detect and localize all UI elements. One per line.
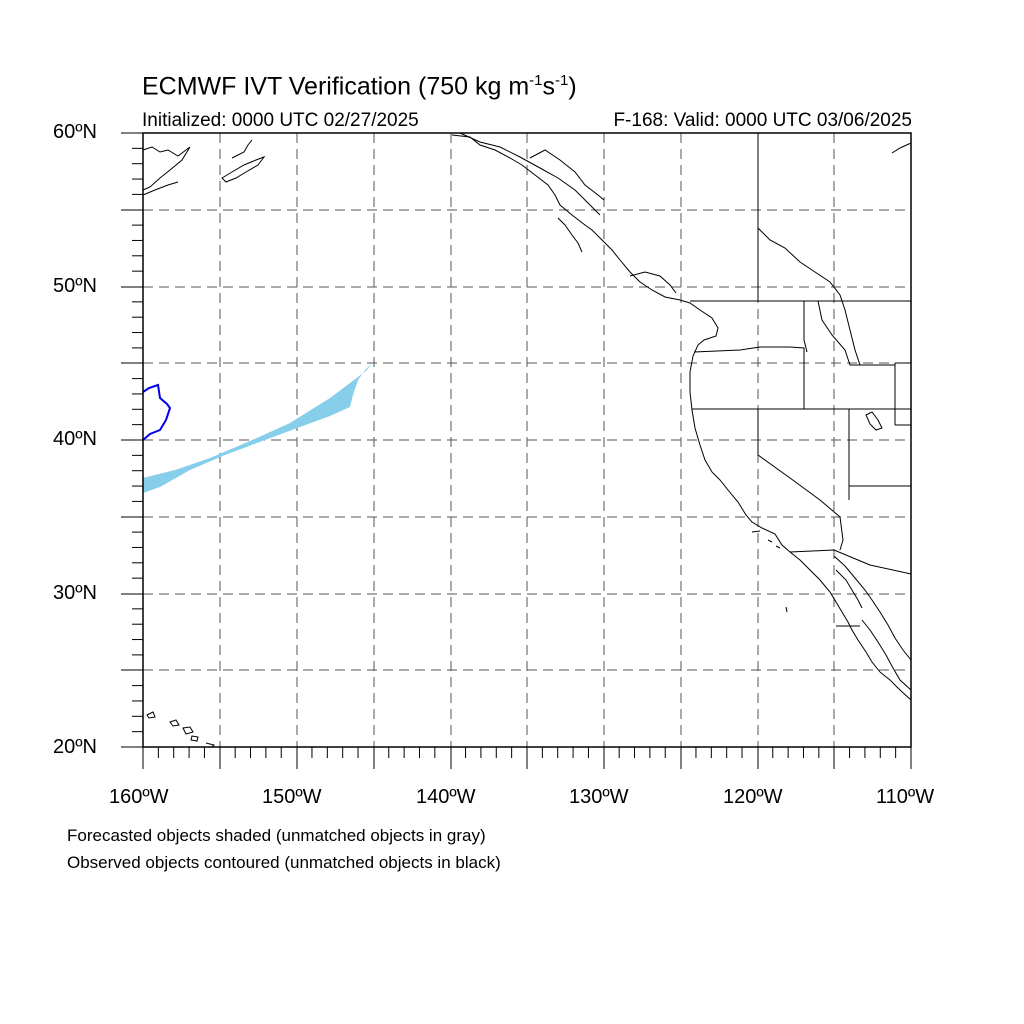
forecast-note: Forecasted objects shaded (unmatched obj… [67, 826, 486, 845]
observed-ivt-contour [142, 383, 172, 441]
lat-label-50n: 50ºN [53, 275, 97, 297]
axis-ticks [121, 132, 912, 769]
initialized-time: Initialized: 0000 UTC 02/27/2025 [142, 110, 419, 131]
valid-time: F-168: Valid: 0000 UTC 03/06/2025 [613, 110, 912, 131]
forecast-ivt-object [143, 362, 373, 493]
lon-label-120w: 120ºW [723, 786, 783, 808]
lon-label-150w: 150ºW [262, 786, 322, 808]
lon-label-110w: 110ºW [876, 786, 935, 808]
lat-label-20n: 20ºN [53, 736, 97, 758]
lat-label-40n: 40ºN [53, 428, 97, 450]
chart-title: ECMWF IVT Verification (750 kg m-1s-1) [142, 72, 577, 101]
lon-label-160w: 160ºW [109, 786, 169, 808]
observed-note: Observed objects contoured (unmatched ob… [67, 853, 501, 872]
lat-label-60n: 60ºN [53, 121, 97, 143]
political-boundaries [690, 133, 912, 627]
lon-label-140w: 140ºW [416, 786, 476, 808]
lon-label-130w: 130ºW [569, 786, 629, 808]
lat-label-30n: 30ºN [53, 582, 97, 604]
coastlines [142, 132, 912, 748]
